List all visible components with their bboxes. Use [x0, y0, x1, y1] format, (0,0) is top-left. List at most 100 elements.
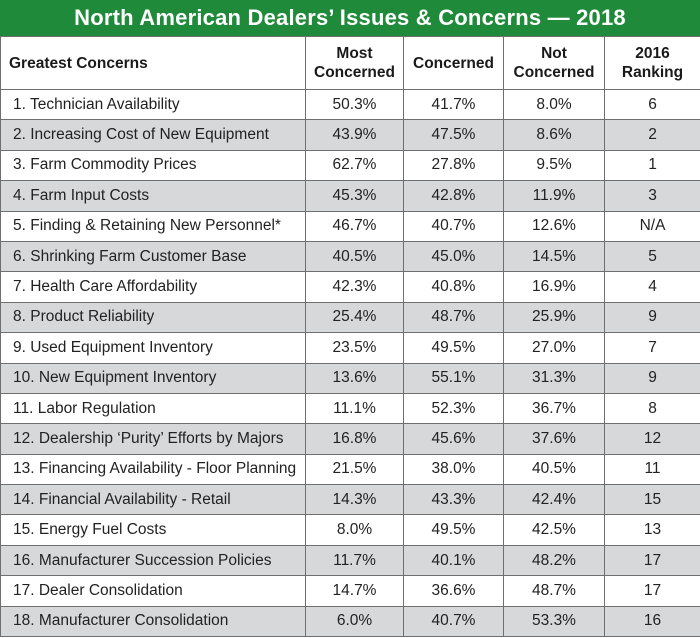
concern-cell: 11. Labor Regulation — [0, 392, 306, 425]
table-row: 8. Product Reliability 25.4% 48.7% 25.9% 9 — [0, 301, 700, 334]
not-concerned-cell: 25.9% — [503, 301, 605, 334]
header-not-line1: Not — [541, 45, 567, 62]
ranking-2016-cell: 17 — [604, 544, 700, 577]
concerned-cell: 55.1% — [403, 362, 504, 394]
table-row: 5. Finding & Retaining New Personnel* 46.… — [0, 210, 700, 242]
table-row: 9. Used Equipment Inventory 23.5% 49.5% 27.… — [0, 332, 700, 364]
concerned-cell: 49.5% — [403, 514, 504, 546]
concern-cell: 5. Finding & Retaining New Personnel* — [0, 210, 306, 242]
ranking-2016-cell: 8 — [604, 392, 700, 425]
table-row: 10. New Equipment Inventory 13.6% 55.1% 31.… — [0, 362, 700, 394]
header-not-concerned: Not Concerned — [503, 36, 605, 90]
table-row: 2. Increasing Cost of New Equipment 43.9%… — [0, 119, 700, 151]
most-concerned-cell: 42.3% — [305, 271, 404, 303]
not-concerned-cell: 8.0% — [503, 88, 605, 121]
concern-cell: 6. Shrinking Farm Customer Base — [0, 240, 306, 273]
most-concerned-cell: 43.9% — [305, 119, 404, 151]
ranking-2016-cell: 9 — [604, 301, 700, 334]
not-concerned-cell: 11.9% — [503, 180, 605, 212]
table-row: 17. Dealer Consolidation 14.7% 36.6% 48.7% 1… — [0, 575, 700, 607]
not-concerned-cell: 42.4% — [503, 484, 605, 516]
concerned-cell: 40.7% — [403, 605, 504, 638]
ranking-2016-cell: 4 — [604, 271, 700, 303]
table-row: 15. Energy Fuel Costs 8.0% 49.5% 42.5% 13 — [0, 514, 700, 546]
most-concerned-cell: 23.5% — [305, 332, 404, 364]
concerned-cell: 36.6% — [403, 575, 504, 607]
table-row: 4. Farm Input Costs 45.3% 42.8% 11.9% 3 — [0, 180, 700, 212]
concern-cell: 13. Financing Availability - Floor Plann… — [0, 453, 306, 486]
concern-cell: 3. Farm Commodity Prices — [0, 149, 306, 182]
ranking-2016-cell: 9 — [604, 362, 700, 394]
most-concerned-cell: 6.0% — [305, 605, 404, 638]
not-concerned-cell: 53.3% — [503, 605, 605, 638]
concern-cell: 8. Product Reliability — [0, 301, 306, 334]
concern-cell: 12. Dealership ‘Purity’ Efforts by Major… — [0, 423, 306, 455]
ranking-2016-cell: 16 — [604, 605, 700, 638]
concern-cell: 1. Technician Availability — [0, 88, 306, 121]
ranking-2016-cell: 5 — [604, 240, 700, 273]
header-most-concerned: Most Concerned — [305, 36, 404, 90]
header-2016-ranking: 2016 Ranking — [604, 36, 700, 90]
table-row: 13. Financing Availability - Floor Plann… — [0, 453, 700, 486]
ranking-2016-cell: 15 — [604, 484, 700, 516]
concern-cell: 10. New Equipment Inventory — [0, 362, 306, 394]
header-not-line2: Concerned — [513, 64, 595, 81]
table-title: North American Dealers’ Issues & Concern… — [0, 0, 700, 36]
ranking-2016-cell: 11 — [604, 453, 700, 486]
ranking-2016-cell: 2 — [604, 119, 700, 151]
not-concerned-cell: 48.7% — [503, 575, 605, 607]
most-concerned-cell: 11.1% — [305, 392, 404, 425]
most-concerned-cell: 16.8% — [305, 423, 404, 455]
header-concerned: Concerned — [403, 36, 504, 90]
header-greatest-concerns: Greatest Concerns — [0, 36, 306, 90]
table-row: 3. Farm Commodity Prices 62.7% 27.8% 9.5% 1 — [0, 149, 700, 182]
most-concerned-cell: 45.3% — [305, 180, 404, 212]
concern-cell: 9. Used Equipment Inventory — [0, 332, 306, 364]
concerned-cell: 47.5% — [403, 119, 504, 151]
not-concerned-cell: 16.9% — [503, 271, 605, 303]
not-concerned-cell: 12.6% — [503, 210, 605, 242]
concerned-cell: 38.0% — [403, 453, 504, 486]
concerned-cell: 41.7% — [403, 88, 504, 121]
table-row: 1. Technician Availability 50.3% 41.7% 8.0%… — [0, 88, 700, 121]
header-most-line2: Concerned — [314, 64, 395, 81]
not-concerned-cell: 27.0% — [503, 332, 605, 364]
concern-cell: 7. Health Care Affordability — [0, 271, 306, 303]
ranking-2016-cell: 1 — [604, 149, 700, 182]
concerned-cell: 27.8% — [403, 149, 504, 182]
ranking-2016-cell: 6 — [604, 88, 700, 121]
most-concerned-cell: 14.7% — [305, 575, 404, 607]
table-row: 16. Manufacturer Succession Policies 11.7… — [0, 544, 700, 577]
ranking-2016-cell: 17 — [604, 575, 700, 607]
concern-cell: 17. Dealer Consolidation — [0, 575, 306, 607]
concerned-cell: 49.5% — [403, 332, 504, 364]
header-rank-line1: 2016 — [635, 45, 670, 62]
ranking-2016-cell: N/A — [604, 210, 700, 242]
table-row: 6. Shrinking Farm Customer Base 40.5% 45.0… — [0, 240, 700, 273]
not-concerned-cell: 14.5% — [503, 240, 605, 273]
concerned-cell: 48.7% — [403, 301, 504, 334]
not-concerned-cell: 31.3% — [503, 362, 605, 394]
concerned-cell: 40.8% — [403, 271, 504, 303]
concerns-table: Greatest Concerns Most Concerned Concern… — [0, 36, 700, 638]
most-concerned-cell: 21.5% — [305, 453, 404, 486]
most-concerned-cell: 62.7% — [305, 149, 404, 182]
concern-cell: 16. Manufacturer Succession Policies — [0, 544, 306, 577]
concerned-cell: 52.3% — [403, 392, 504, 425]
most-concerned-cell: 11.7% — [305, 544, 404, 577]
table-row: 11. Labor Regulation 11.1% 52.3% 36.7% 8 — [0, 392, 700, 425]
concern-cell: 14. Financial Availability - Retail — [0, 484, 306, 516]
header-most-line1: Most — [336, 45, 373, 62]
table-body: 1. Technician Availability 50.3% 41.7% 8.0%… — [0, 88, 700, 638]
concern-cell: 15. Energy Fuel Costs — [0, 514, 306, 546]
concerned-cell: 45.6% — [403, 423, 504, 455]
ranking-2016-cell: 7 — [604, 332, 700, 364]
ranking-2016-cell: 12 — [604, 423, 700, 455]
most-concerned-cell: 46.7% — [305, 210, 404, 242]
table-row: 18. Manufacturer Consolidation 6.0% 40.7% 5… — [0, 605, 700, 638]
concern-cell: 2. Increasing Cost of New Equipment — [0, 119, 306, 151]
concern-cell: 18. Manufacturer Consolidation — [0, 605, 306, 638]
table-row: 7. Health Care Affordability 42.3% 40.8% 16… — [0, 271, 700, 303]
header-row: Greatest Concerns Most Concerned Concern… — [0, 36, 700, 90]
